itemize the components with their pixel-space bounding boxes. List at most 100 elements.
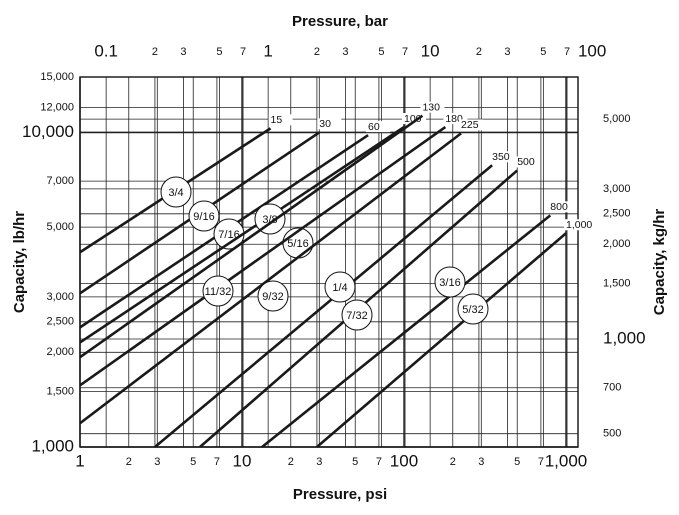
x2-tick-label: 2 bbox=[314, 46, 320, 58]
orifice-badge bbox=[188, 200, 220, 232]
y-tick-label: 1,500 bbox=[46, 386, 74, 398]
x2-tick-label: 3 bbox=[180, 46, 186, 58]
label-bg bbox=[268, 114, 293, 126]
pressure-limit-label: 225 bbox=[461, 119, 479, 131]
pressure-limit-label: 1,000 bbox=[566, 219, 592, 231]
bottom-axis-title: Pressure, psi bbox=[293, 486, 387, 503]
orifice-label: 1/4 bbox=[332, 282, 347, 294]
x-tick-label: 7 bbox=[214, 456, 220, 468]
y2-tick-label: 2,000 bbox=[603, 238, 631, 250]
orifice-badge bbox=[434, 266, 466, 298]
x-tick-label: 1,000 bbox=[545, 451, 588, 470]
pressure-limit-label: 15 bbox=[271, 114, 283, 126]
x2-tick-label: 5 bbox=[540, 46, 546, 58]
y2-tick-label: 500 bbox=[603, 428, 621, 440]
pressure-limit-label: 100 bbox=[404, 113, 422, 125]
x2-tick-label: 100 bbox=[578, 41, 606, 60]
x-tick-label: 7 bbox=[538, 456, 544, 468]
y2-tick-label: 1,000 bbox=[603, 328, 646, 347]
capacity-line bbox=[261, 214, 552, 449]
orifice-badge bbox=[457, 293, 489, 325]
left-axis-title: Capacity, lb/hr bbox=[11, 211, 28, 313]
y-tick-label: 3,000 bbox=[46, 291, 74, 303]
capacity-line bbox=[79, 125, 447, 387]
orifice-label: 3/16 bbox=[439, 277, 460, 289]
label-bg bbox=[490, 151, 515, 163]
x2-tick-label: 7 bbox=[564, 46, 570, 58]
orifice-badge bbox=[324, 271, 356, 303]
x-tick-label: 5 bbox=[190, 456, 196, 468]
y-tick-label: 2,000 bbox=[46, 346, 74, 358]
x-tick-label: 100 bbox=[390, 451, 418, 470]
y-tick-label: 1,000 bbox=[31, 436, 74, 455]
pressure-limit-label: 180 bbox=[445, 113, 463, 125]
orifice-label: 9/16 bbox=[193, 211, 214, 223]
orifice-label: 11/32 bbox=[205, 286, 232, 298]
x2-tick-label: 2 bbox=[476, 46, 482, 58]
label-bg bbox=[515, 156, 540, 168]
pressure-limit-label: 500 bbox=[517, 156, 535, 168]
x-tick-label: 2 bbox=[450, 456, 456, 468]
y2-tick-label: 1,500 bbox=[603, 277, 631, 289]
grid bbox=[79, 76, 578, 448]
capacity-line bbox=[154, 164, 493, 448]
label-bg bbox=[548, 201, 573, 213]
pressure-limit-label: 60 bbox=[368, 121, 380, 133]
top-axis-title: Pressure, bar bbox=[292, 13, 388, 30]
y2-tick-label: 5,000 bbox=[603, 113, 631, 125]
capacity-line bbox=[79, 114, 424, 359]
x-tick-label: 5 bbox=[514, 456, 520, 468]
pressure-limit-label: 800 bbox=[550, 201, 568, 213]
orifice-label: 3/8 bbox=[262, 214, 277, 226]
x2-tick-label: 5 bbox=[216, 46, 222, 58]
pressure-limit-label: 30 bbox=[319, 118, 331, 130]
y-tick-label: 5,000 bbox=[46, 221, 74, 233]
orifice-badge bbox=[160, 176, 192, 208]
label-bg bbox=[563, 219, 588, 231]
pressure-limit-label: 130 bbox=[422, 101, 440, 113]
label-bg bbox=[420, 101, 445, 113]
x-tick-label: 2 bbox=[288, 456, 294, 468]
y2-tick-label: 700 bbox=[603, 382, 621, 394]
x2-tick-label: 7 bbox=[240, 46, 246, 58]
y-tick-label: 12,000 bbox=[40, 101, 74, 113]
right-axis-title: Capacity, kg/hr bbox=[651, 209, 668, 316]
x-tick-label: 10 bbox=[233, 451, 252, 470]
orifice-label: 3/4 bbox=[168, 187, 183, 199]
y2-tick-label: 3,000 bbox=[603, 183, 631, 195]
orifice-label: 7/16 bbox=[218, 229, 239, 241]
plot-frame bbox=[79, 76, 579, 448]
orifice-label: 5/16 bbox=[287, 238, 308, 250]
label-bg bbox=[317, 118, 342, 130]
x2-tick-label: 10 bbox=[421, 41, 440, 60]
y-tick-label: 7,000 bbox=[46, 175, 74, 187]
x-tick-label: 3 bbox=[154, 456, 160, 468]
orifice-badge bbox=[202, 275, 234, 307]
y-tick-label: 10,000 bbox=[22, 122, 74, 141]
x2-tick-label: 3 bbox=[342, 46, 348, 58]
x-tick-label: 3 bbox=[478, 456, 484, 468]
x-tick-label: 3 bbox=[316, 456, 322, 468]
orifice-label: 9/32 bbox=[262, 291, 283, 303]
pressure-limit-label: 350 bbox=[492, 151, 510, 163]
x2-tick-label: 7 bbox=[402, 46, 408, 58]
y2-tick-label: 2,500 bbox=[603, 208, 631, 220]
orifice-label: 7/32 bbox=[346, 310, 367, 322]
label-bg bbox=[366, 121, 391, 133]
orifice-badge bbox=[254, 203, 286, 235]
orifice-badge bbox=[341, 299, 373, 331]
label-bg bbox=[443, 113, 468, 125]
x-tick-label: 7 bbox=[376, 456, 382, 468]
y-tick-label: 2,500 bbox=[46, 316, 74, 328]
x2-tick-label: 2 bbox=[152, 46, 158, 58]
orifice-badge bbox=[257, 280, 289, 312]
x2-tick-label: 3 bbox=[504, 46, 510, 58]
x-tick-label: 5 bbox=[352, 456, 358, 468]
label-bg bbox=[459, 119, 484, 131]
y-tick-label: 15,000 bbox=[40, 71, 74, 83]
capacity-line bbox=[79, 132, 462, 425]
x2-tick-label: 0.1 bbox=[94, 41, 118, 60]
x2-tick-label: 5 bbox=[378, 46, 384, 58]
capacity-line bbox=[79, 125, 405, 344]
